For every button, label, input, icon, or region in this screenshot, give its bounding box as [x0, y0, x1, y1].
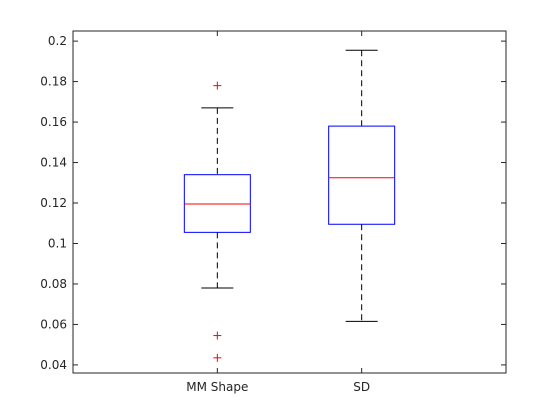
x-tick-labels: MM Shape SD [186, 31, 370, 394]
y-tick-label: 0.08 [40, 277, 67, 291]
box-mm-shape [183, 81, 251, 362]
y-tick-label: 0.1 [48, 236, 67, 250]
y-tick-label: 0.14 [40, 156, 67, 170]
y-tick-label: 0.04 [40, 358, 67, 372]
outlier-marker [213, 331, 222, 340]
y-tick-label: 0.18 [40, 75, 67, 89]
box-sd [328, 49, 396, 322]
iqr-box [328, 125, 396, 225]
outlier-marker [213, 353, 222, 362]
plot-frame [72, 30, 507, 374]
y-tick-label: 0.2 [48, 34, 67, 48]
outlier-marker [213, 81, 222, 90]
y-ticks: 0.04 0.06 0.08 0.1 0.12 0.14 0.16 0.18 0.2 [40, 34, 506, 372]
y-tick-label: 0.06 [40, 317, 67, 331]
y-tick-label: 0.16 [40, 115, 67, 129]
axes [72, 30, 507, 374]
x-tick-label: SD [353, 380, 370, 394]
y-tick-label: 0.12 [40, 196, 67, 210]
iqr-box [183, 174, 251, 233]
boxes [183, 49, 396, 362]
x-tick-label: MM Shape [186, 380, 248, 394]
